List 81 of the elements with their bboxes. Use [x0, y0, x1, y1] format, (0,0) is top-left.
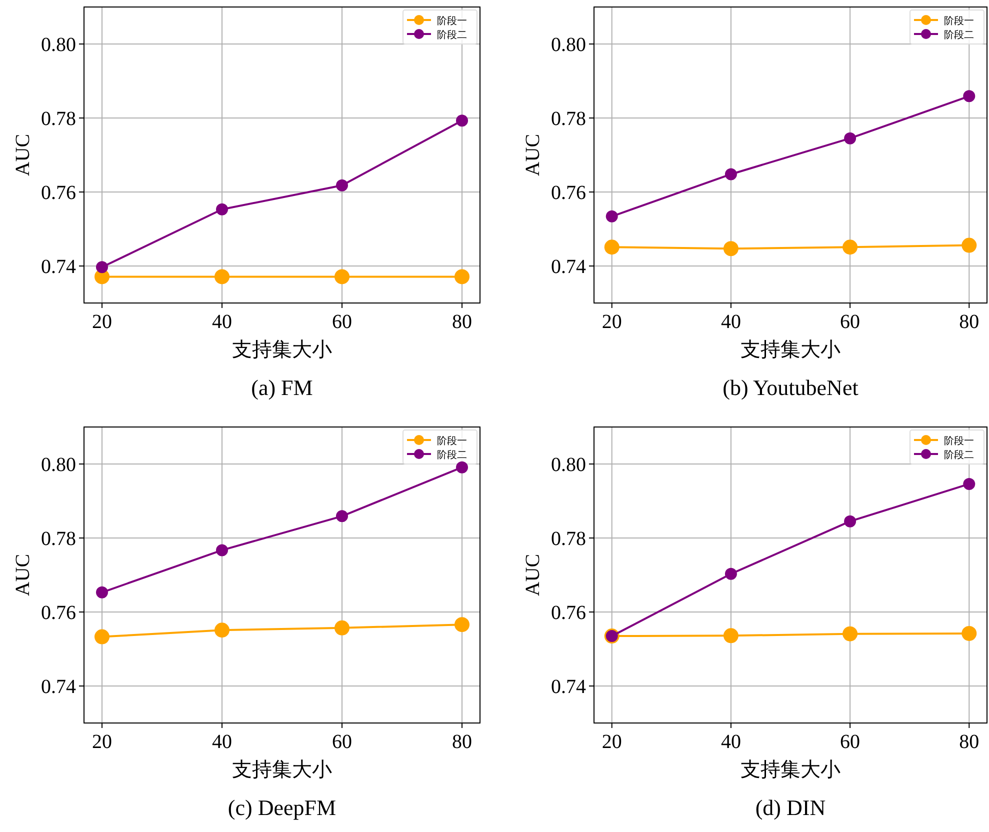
legend-label: 阶段二 [437, 449, 467, 461]
y-axis-title: AUC [522, 134, 544, 176]
x-tick-label: 20 [92, 311, 112, 333]
point [842, 240, 858, 255]
y-tick-label: 0.76 [551, 182, 586, 204]
point [216, 203, 228, 216]
point [606, 210, 618, 222]
x-tick-label: 60 [840, 311, 860, 333]
point [96, 586, 108, 598]
y-tick-label: 0.80 [551, 34, 586, 56]
x-tick-label: 40 [212, 731, 232, 753]
legend-label: 阶段二 [944, 449, 974, 461]
x-tick-label: 60 [332, 311, 352, 333]
y-tick-label: 0.74 [41, 676, 76, 698]
y-axis-title: AUC [12, 554, 34, 596]
text: (b) YoutubeNet [722, 375, 858, 400]
point [844, 515, 856, 528]
point [334, 269, 350, 284]
legend-label: 阶段二 [944, 29, 974, 41]
y-tick-label: 0.74 [41, 256, 76, 278]
y-axis-title: AUC [12, 134, 34, 176]
y-tick-label: 0.74 [551, 676, 586, 698]
y-tick-label: 0.76 [41, 602, 76, 624]
y-tick-label: 0.80 [41, 454, 76, 476]
point [96, 261, 108, 274]
point [724, 568, 737, 580]
point [844, 132, 856, 144]
x-tick-label: 40 [720, 731, 741, 753]
y-axis-title: AUC [522, 554, 544, 596]
x-tick-label: 40 [720, 311, 741, 333]
point [842, 626, 858, 642]
point [214, 622, 230, 638]
x-tick-label: 20 [602, 311, 622, 333]
x-tick-label: 60 [840, 731, 860, 753]
x-tick-label: 80 [452, 731, 472, 753]
x-axis-title: 支持集大小 [232, 759, 332, 781]
y-tick-label: 0.78 [41, 528, 76, 550]
point [334, 620, 350, 636]
x-tick-label: 40 [212, 311, 232, 333]
x-axis-title: 支持集大小 [232, 339, 332, 361]
x-tick-label: 80 [959, 731, 980, 753]
point [216, 544, 228, 556]
point [724, 168, 737, 180]
legend-label: 阶段二 [437, 29, 467, 41]
point [456, 461, 468, 474]
y-tick-label: 0.78 [551, 528, 586, 550]
x-tick-label: 80 [452, 311, 472, 333]
point [454, 617, 470, 632]
text: (d) DIN [755, 795, 826, 820]
text: (a) FM [251, 375, 313, 400]
x-tick-label: 60 [332, 731, 352, 753]
legend-label: 阶段一 [944, 15, 974, 27]
legend-label: 阶段一 [944, 435, 974, 447]
point [336, 179, 348, 192]
x-axis-title: 支持集大小 [740, 759, 840, 781]
point [962, 238, 977, 253]
point [214, 269, 230, 284]
point [723, 628, 738, 644]
point [454, 269, 470, 284]
point [963, 90, 976, 102]
legend-label: 阶段一 [437, 15, 467, 27]
y-tick-label: 0.80 [551, 454, 586, 476]
y-tick-label: 0.80 [41, 34, 76, 56]
x-tick-label: 20 [602, 731, 622, 753]
y-tick-label: 0.74 [551, 256, 586, 278]
x-tick-label: 20 [92, 731, 112, 753]
point [962, 626, 977, 641]
point [963, 478, 976, 490]
point [604, 240, 620, 255]
x-axis-title: 支持集大小 [740, 339, 840, 361]
y-tick-label: 0.78 [41, 108, 76, 130]
point [94, 629, 110, 644]
x-tick-label: 80 [959, 311, 980, 333]
point [336, 510, 348, 522]
point [456, 114, 468, 127]
y-tick-label: 0.76 [41, 182, 76, 204]
y-tick-label: 0.78 [551, 108, 586, 130]
y-tick-label: 0.76 [551, 602, 586, 624]
point [723, 241, 738, 256]
text: (c) DeepFM [228, 795, 336, 820]
legend-label: 阶段一 [437, 435, 467, 447]
